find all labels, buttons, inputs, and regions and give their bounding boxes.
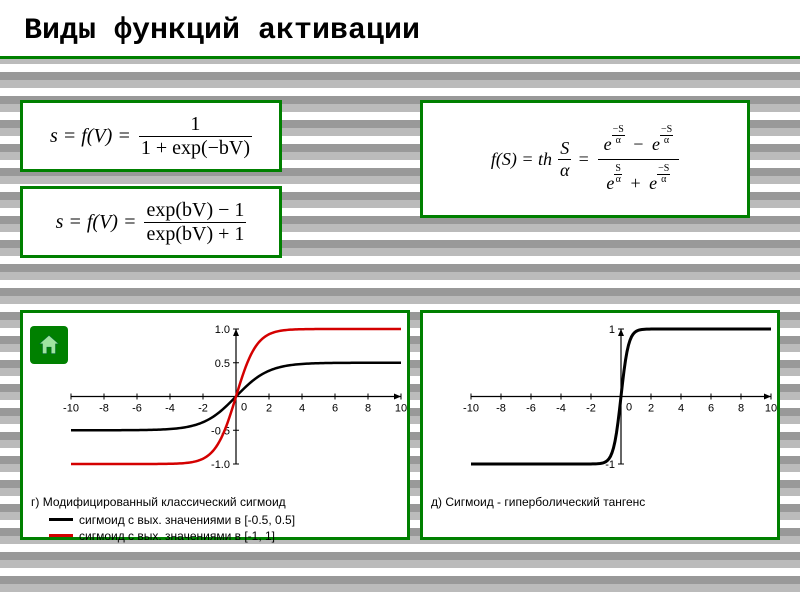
xtick-label: -2 <box>198 403 208 415</box>
home-icon <box>36 332 62 358</box>
ytick-label: 0.5 <box>215 358 230 370</box>
chart-right-svg: -10-8-6-4-22468100-11 <box>431 319 781 486</box>
chart-left-caption: г) Модифицированный классический сигмоид <box>31 495 399 511</box>
xtick-label: 2 <box>648 403 654 415</box>
title-underline <box>0 56 800 59</box>
chart-left-svg: -10-8-6-4-22468100-1.0-0.50.51.0 <box>31 319 411 486</box>
xtick-label: -4 <box>165 403 175 415</box>
chart-sigmoid-modified: -10-8-6-4-22468100-1.0-0.50.51.0 г) Моди… <box>20 310 410 540</box>
xtick-label: -10 <box>63 403 79 415</box>
formula-tanh: f(S) = th S α = e−Sα − e−Sα eSα + e−Sα <box>420 100 750 218</box>
xtick-label: -4 <box>556 403 566 415</box>
xtick-label: 2 <box>266 403 272 415</box>
xtick-label: -6 <box>526 403 536 415</box>
xtick-label: -10 <box>463 403 479 415</box>
ytick-label: -1.0 <box>211 459 230 471</box>
xtick-label: 6 <box>708 403 714 415</box>
xtick-label: 8 <box>738 403 744 415</box>
formula3-th-den: α <box>558 160 571 181</box>
home-button[interactable] <box>30 326 68 364</box>
xtick-label: 10 <box>765 403 777 415</box>
formula2-lhs: s = f(V) = <box>56 211 137 234</box>
legend-swatch <box>49 518 73 521</box>
xtick-label: 6 <box>332 403 338 415</box>
xtick-label: -2 <box>586 403 596 415</box>
origin-label: 0 <box>626 402 632 414</box>
legend-label: сигмоид с вых. значениями в [-0.5, 0.5] <box>79 513 295 527</box>
origin-label: 0 <box>241 402 247 414</box>
legend-item: сигмоид с вых. значениями в [-1, 1] <box>31 529 399 543</box>
legend-swatch <box>49 534 73 537</box>
legend-item: сигмоид с вых. значениями в [-0.5, 0.5] <box>31 513 399 527</box>
xtick-label: 4 <box>678 403 684 415</box>
formula2-num: exp(bV) − 1 <box>144 199 246 223</box>
slide: Виды функций активации s = f(V) = 1 1 + … <box>0 0 800 600</box>
formula1-lhs: s = f(V) = <box>50 125 131 148</box>
ytick-label: 1.0 <box>215 324 230 336</box>
formula1-num: 1 <box>139 113 252 137</box>
formula-sigmoid-bipolar: s = f(V) = exp(bV) − 1 exp(bV) + 1 <box>20 186 282 258</box>
formula2-den: exp(bV) + 1 <box>144 223 246 246</box>
formula-sigmoid-logistic: s = f(V) = 1 1 + exp(−bV) <box>20 100 282 172</box>
formula1-den: 1 + exp(−bV) <box>139 137 252 160</box>
ytick-label: 1 <box>609 324 615 336</box>
xtick-label: -8 <box>496 403 506 415</box>
chart-right-caption: д) Сигмоид - гиперболический тангенс <box>431 495 769 511</box>
xtick-label: -8 <box>99 403 109 415</box>
xtick-label: 8 <box>365 403 371 415</box>
formula3-lhs: f(S) = th <box>491 149 552 170</box>
legend-label: сигмоид с вых. значениями в [-1, 1] <box>79 529 275 543</box>
chart-tanh: -10-8-6-4-22468100-11 д) Сигмоид - гипер… <box>420 310 780 540</box>
page-title: Виды функций активации <box>0 0 800 56</box>
formula3-th-num: S <box>558 138 571 160</box>
xtick-label: 4 <box>299 403 305 415</box>
xtick-label: 10 <box>395 403 407 415</box>
xtick-label: -6 <box>132 403 142 415</box>
